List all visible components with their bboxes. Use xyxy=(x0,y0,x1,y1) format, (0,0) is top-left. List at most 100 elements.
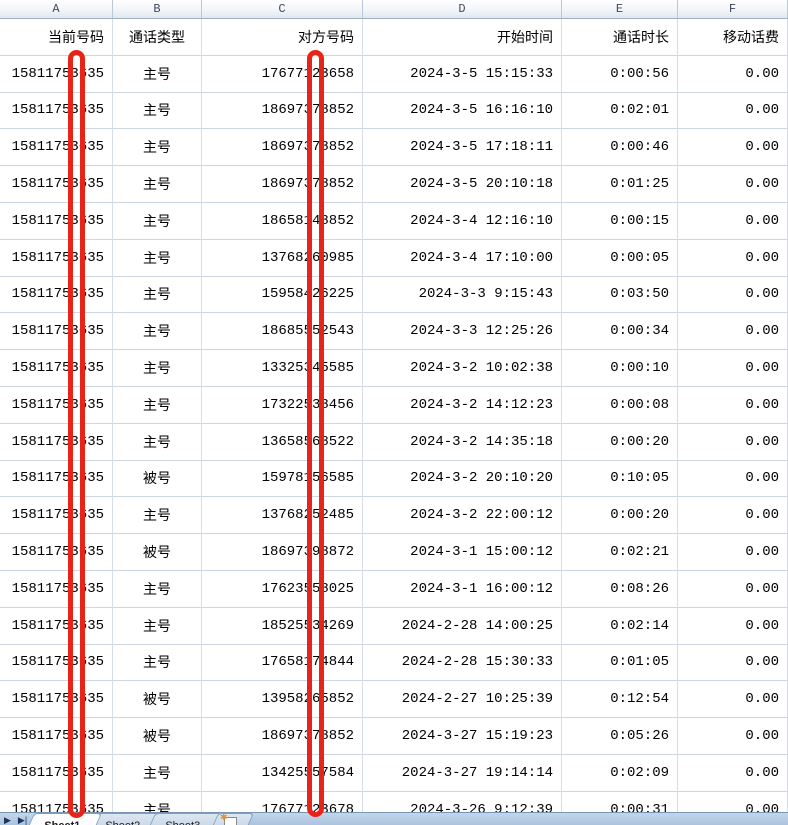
cell-B[interactable]: 主号 xyxy=(113,202,202,240)
cell-E[interactable]: 0:00:46 xyxy=(562,129,678,167)
header-cell-E[interactable]: 通话时长 xyxy=(562,19,678,56)
cell-F[interactable]: 0.00 xyxy=(678,534,788,571)
cell-B[interactable]: 主号 xyxy=(113,55,202,93)
cell-D[interactable]: 2024-2-27 10:25:39 xyxy=(363,681,562,719)
cell-A[interactable]: 15811753635 xyxy=(0,350,113,387)
cell-C[interactable]: 18658148852 xyxy=(202,202,363,240)
cell-C[interactable]: 18697378852 xyxy=(202,718,363,755)
cell-F[interactable]: 0.00 xyxy=(678,92,788,130)
cell-E[interactable]: 0:12:54 xyxy=(562,681,678,719)
column-header-A[interactable]: A xyxy=(0,0,113,18)
cell-C[interactable]: 18697378852 xyxy=(202,166,363,203)
cell-F[interactable]: 0.00 xyxy=(678,423,788,461)
column-header-E[interactable]: E xyxy=(562,0,678,18)
cell-B[interactable]: 主号 xyxy=(113,92,202,130)
cell-E[interactable]: 0:00:56 xyxy=(562,55,678,93)
cell-D[interactable]: 2024-3-2 10:02:38 xyxy=(363,350,562,387)
cell-C[interactable]: 15978156585 xyxy=(202,460,363,498)
header-cell-F[interactable]: 移动话费 xyxy=(678,19,788,56)
cell-C[interactable]: 13958265852 xyxy=(202,681,363,719)
cell-C[interactable]: 13425557584 xyxy=(202,754,363,792)
cell-E[interactable]: 0:02:14 xyxy=(562,607,678,645)
cell-E[interactable]: 0:02:09 xyxy=(562,754,678,792)
cell-D[interactable]: 2024-2-28 15:30:33 xyxy=(363,644,562,682)
cell-D[interactable]: 2024-3-3 12:25:26 xyxy=(363,313,562,351)
cell-D[interactable]: 2024-3-2 22:00:12 xyxy=(363,497,562,535)
cell-F[interactable]: 0.00 xyxy=(678,55,788,93)
cell-B[interactable]: 主号 xyxy=(113,607,202,645)
cell-C[interactable]: 15958426225 xyxy=(202,276,363,314)
cell-B[interactable]: 主号 xyxy=(113,423,202,461)
header-cell-C[interactable]: 对方号码 xyxy=(202,19,363,56)
cell-B[interactable]: 主号 xyxy=(113,386,202,424)
cell-B[interactable]: 主号 xyxy=(113,313,202,351)
cell-B[interactable]: 主号 xyxy=(113,497,202,535)
cell-F[interactable]: 0.00 xyxy=(678,276,788,314)
cell-A[interactable]: 15811753635 xyxy=(0,607,113,645)
cell-A[interactable]: 15811753635 xyxy=(0,570,113,608)
cell-C[interactable]: 13658568522 xyxy=(202,423,363,461)
cell-A[interactable]: 15811753635 xyxy=(0,497,113,535)
cell-D[interactable]: 2024-3-2 20:10:20 xyxy=(363,460,562,498)
cell-C[interactable]: 13768252485 xyxy=(202,497,363,535)
cell-E[interactable]: 0:00:10 xyxy=(562,350,678,387)
nav-last-icon[interactable]: ▶| xyxy=(17,815,28,825)
cell-B[interactable]: 主号 xyxy=(113,570,202,608)
column-header-B[interactable]: B xyxy=(113,0,202,18)
cell-B[interactable]: 被号 xyxy=(113,718,202,755)
header-cell-B[interactable]: 通话类型 xyxy=(113,19,202,56)
cell-E[interactable]: 0:01:25 xyxy=(562,166,678,203)
column-header-F[interactable]: F xyxy=(678,0,788,18)
cell-D[interactable]: 2024-3-5 20:10:18 xyxy=(363,166,562,203)
cell-E[interactable]: 0:00:20 xyxy=(562,423,678,461)
cell-D[interactable]: 2024-3-27 19:14:14 xyxy=(363,754,562,792)
cell-E[interactable]: 0:08:26 xyxy=(562,570,678,608)
cell-E[interactable]: 0:00:20 xyxy=(562,497,678,535)
cell-C[interactable]: 17322538456 xyxy=(202,386,363,424)
cell-F[interactable]: 0.00 xyxy=(678,129,788,167)
cell-C[interactable]: 18697378852 xyxy=(202,129,363,167)
column-header-C[interactable]: C xyxy=(202,0,363,18)
cell-A[interactable]: 15811753635 xyxy=(0,313,113,351)
cell-F[interactable]: 0.00 xyxy=(678,313,788,351)
cell-F[interactable]: 0.00 xyxy=(678,644,788,682)
cell-C[interactable]: 18525534269 xyxy=(202,607,363,645)
cell-F[interactable]: 0.00 xyxy=(678,681,788,719)
cell-A[interactable]: 15811753635 xyxy=(0,129,113,167)
cell-A[interactable]: 15811753635 xyxy=(0,55,113,93)
cell-A[interactable]: 15811753635 xyxy=(0,239,113,277)
cell-D[interactable]: 2024-3-2 14:12:23 xyxy=(363,386,562,424)
nav-next-icon[interactable]: ▶ xyxy=(4,815,11,825)
cell-A[interactable]: 15811753635 xyxy=(0,202,113,240)
cell-E[interactable]: 0:00:15 xyxy=(562,202,678,240)
cell-E[interactable]: 0:00:05 xyxy=(562,239,678,277)
cell-A[interactable]: 15811753635 xyxy=(0,386,113,424)
cell-C[interactable]: 13325345585 xyxy=(202,350,363,387)
cell-E[interactable]: 0:10:05 xyxy=(562,460,678,498)
cell-F[interactable]: 0.00 xyxy=(678,166,788,203)
cell-B[interactable]: 主号 xyxy=(113,239,202,277)
cell-D[interactable]: 2024-3-5 17:18:11 xyxy=(363,129,562,167)
cell-C[interactable]: 17677123658 xyxy=(202,55,363,93)
cell-E[interactable]: 0:02:01 xyxy=(562,92,678,130)
cell-F[interactable]: 0.00 xyxy=(678,239,788,277)
cell-D[interactable]: 2024-3-1 16:00:12 xyxy=(363,570,562,608)
cell-B[interactable]: 主号 xyxy=(113,350,202,387)
cell-B[interactable]: 主号 xyxy=(113,276,202,314)
cell-E[interactable]: 0:05:26 xyxy=(562,718,678,755)
cell-E[interactable]: 0:01:05 xyxy=(562,644,678,682)
cell-D[interactable]: 2024-3-4 17:10:00 xyxy=(363,239,562,277)
cell-C[interactable]: 18697378852 xyxy=(202,92,363,130)
cell-E[interactable]: 0:03:50 xyxy=(562,276,678,314)
cell-C[interactable]: 17658174844 xyxy=(202,644,363,682)
cell-D[interactable]: 2024-3-4 12:16:10 xyxy=(363,202,562,240)
cell-A[interactable]: 15811753635 xyxy=(0,423,113,461)
cell-F[interactable]: 0.00 xyxy=(678,570,788,608)
cell-A[interactable]: 15811753635 xyxy=(0,718,113,755)
cell-B[interactable]: 被号 xyxy=(113,460,202,498)
cell-B[interactable]: 主号 xyxy=(113,129,202,167)
cell-C[interactable]: 17623558025 xyxy=(202,570,363,608)
cell-F[interactable]: 0.00 xyxy=(678,460,788,498)
cell-D[interactable]: 2024-2-28 14:00:25 xyxy=(363,607,562,645)
cell-B[interactable]: 被号 xyxy=(113,534,202,571)
